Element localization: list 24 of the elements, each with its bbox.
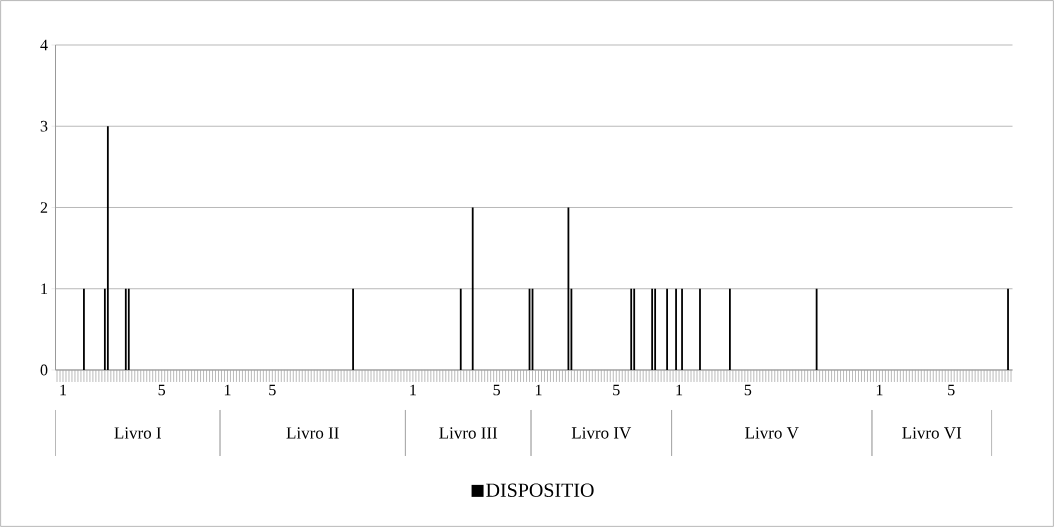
x-tick-label: 1 — [410, 384, 416, 396]
x-tick-label: 5 — [948, 384, 955, 396]
x-tick-label: 5 — [613, 384, 620, 396]
y-tick-label: 1 — [41, 283, 48, 295]
text: Livro III — [439, 427, 498, 439]
x-tick-label: 1 — [876, 384, 883, 396]
x-tick-label: 5 — [744, 384, 752, 396]
x-tick-label: 5 — [493, 384, 501, 396]
y-tick-label: 4 — [40, 39, 48, 51]
y-tick-label: 2 — [40, 202, 48, 213]
text: Livro VI — [902, 427, 962, 439]
text: Livro II — [286, 427, 339, 439]
x-tick-label: 1 — [676, 384, 683, 396]
x-tick-label: 1 — [535, 384, 542, 396]
x-tick-label: 1 — [224, 384, 231, 396]
text: Livro I — [114, 427, 161, 439]
x-tick-label: 5 — [158, 384, 166, 396]
y-tick-label: 3 — [40, 120, 48, 132]
text: Livro V — [745, 427, 799, 439]
y-tick-label: 0 — [40, 364, 48, 376]
x-tick-label: 1 — [60, 384, 67, 396]
x-tick-label: 5 — [269, 384, 276, 396]
legend-label: DISPOSITIO — [486, 483, 594, 497]
text: Livro IV — [571, 427, 632, 439]
